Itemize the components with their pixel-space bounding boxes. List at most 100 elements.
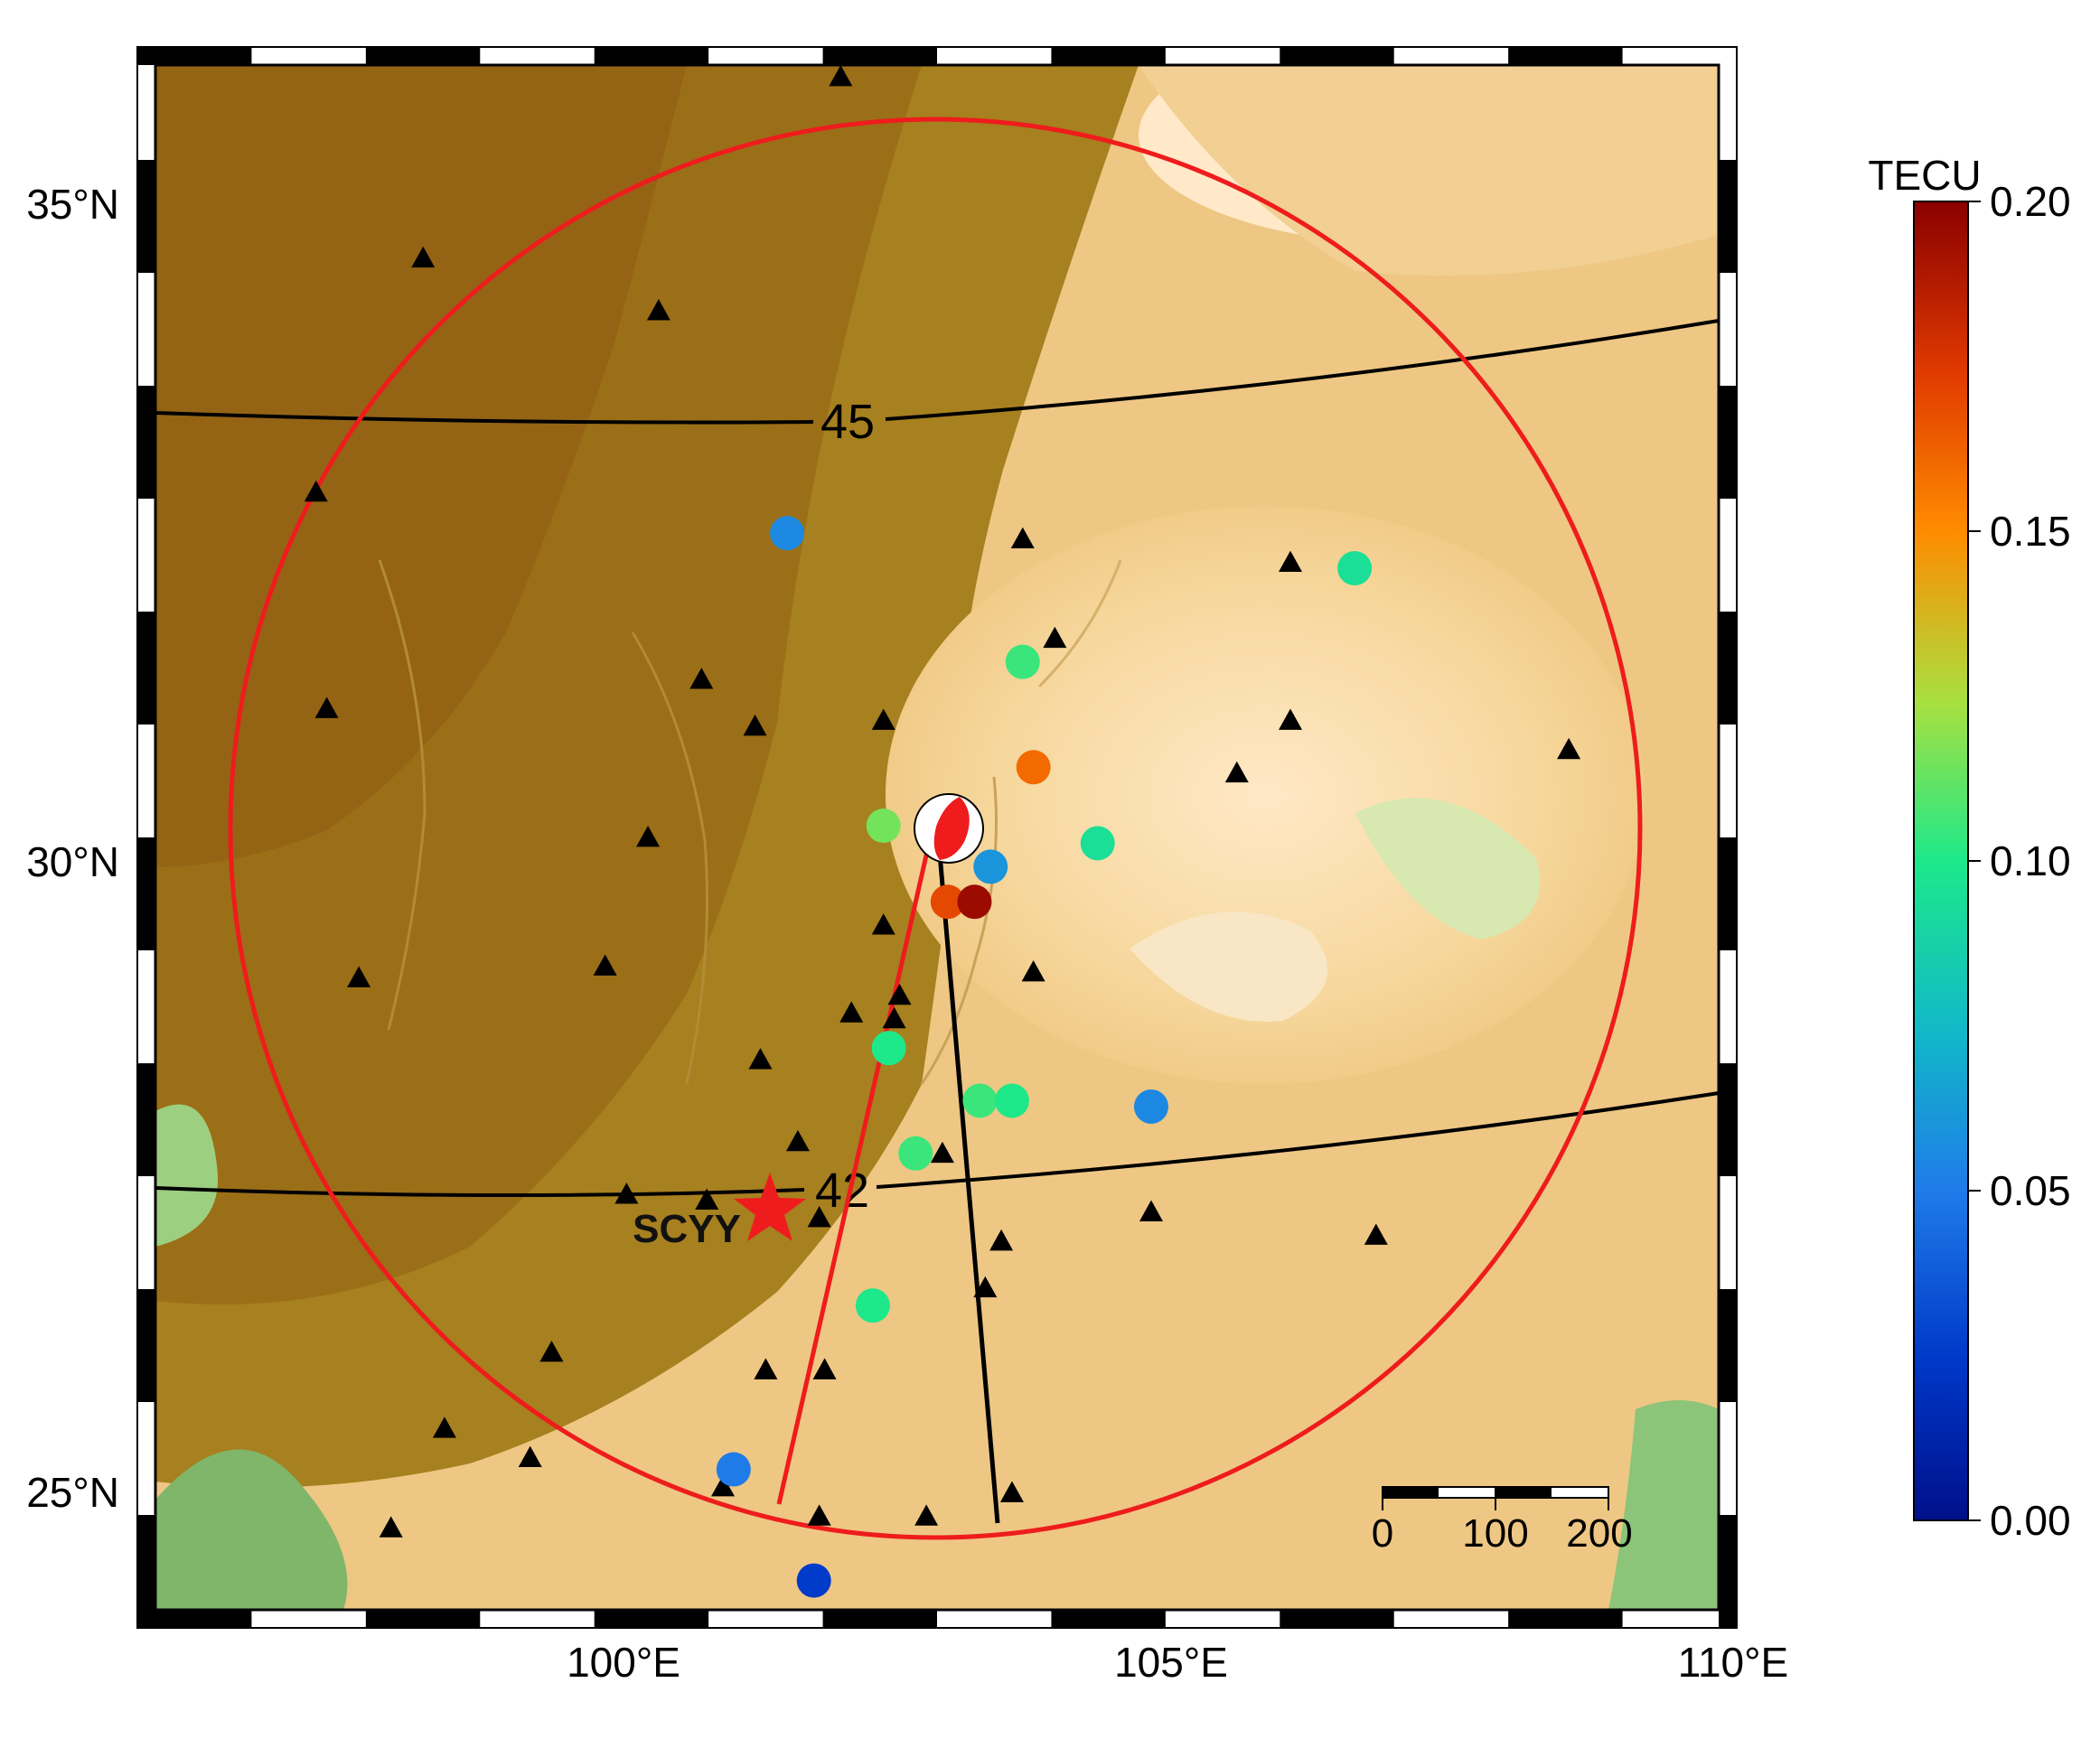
frame-tick-bottom — [1051, 1610, 1166, 1628]
lon-label-110: 110°E — [1678, 1639, 1788, 1686]
tec-point — [898, 1136, 933, 1171]
colorbar-tick-label: 0.10 — [1990, 837, 2071, 884]
frame-tick-right — [1719, 160, 1737, 273]
scale-label-100: 100 — [1462, 1511, 1528, 1556]
frame-ticks — [137, 47, 1737, 1628]
gnss-station-triangle — [754, 1358, 778, 1379]
tec-point — [855, 1288, 890, 1323]
frame-tick-left — [137, 1289, 155, 1402]
lon-label-105: 105°E — [1114, 1639, 1228, 1686]
gnss-station-triangle — [914, 1504, 939, 1526]
gnss-station-triangle — [1279, 550, 1303, 572]
gnss-station-triangle — [411, 246, 436, 268]
frame-tick-top — [594, 47, 709, 65]
gnss-station-triangle — [973, 1276, 998, 1298]
frame-tick-right — [1719, 1063, 1737, 1176]
contour-45-line-right — [885, 319, 1720, 421]
gnss-station-triangle — [999, 1481, 1024, 1502]
colorbar-tick-label: 0.00 — [1990, 1497, 2071, 1544]
gnss-station-triangle — [646, 299, 670, 321]
gnss-station-triangle — [379, 1516, 403, 1538]
scale-label-200: 200 — [1566, 1511, 1632, 1556]
preparation-zone-circle — [228, 117, 1643, 1540]
lon-label-100: 100°E — [567, 1639, 680, 1686]
scale-label-0: 0 — [1372, 1511, 1393, 1556]
frame-tick-left — [137, 1515, 155, 1628]
gnss-station-triangle — [539, 1341, 564, 1362]
frame-tick-right — [1719, 612, 1737, 725]
gnss-station-triangle — [636, 826, 661, 847]
gnss-station-triangle — [785, 1129, 810, 1152]
tec-point — [866, 809, 901, 844]
lat-label-25: 25°N — [26, 1469, 119, 1516]
frame-tick-left — [137, 160, 155, 273]
colorbar-tick-label: 0.15 — [1990, 508, 2071, 555]
tec-point — [796, 1563, 831, 1598]
frame-tick-bottom — [1508, 1610, 1623, 1628]
focal-mechanism-beachball — [914, 793, 984, 864]
frame-tick-top — [1280, 47, 1394, 65]
contour-42-line-left — [155, 1186, 805, 1198]
gnss-station-triangle — [1364, 1223, 1388, 1245]
magnetic-contours: 45 42 — [155, 319, 1720, 1218]
gnss-station-triangle — [989, 1229, 1014, 1251]
tec-point — [1337, 551, 1373, 586]
colorbar-ticks: 0.20 0.15 0.10 0.05 0.00 — [1968, 178, 2071, 1544]
tec-point — [1005, 644, 1040, 679]
tec-point — [957, 884, 992, 920]
gnss-station-triangle — [829, 64, 853, 87]
gnss-station-triangle — [812, 1358, 837, 1379]
gnss-station-triangle — [743, 714, 767, 736]
tec-point — [871, 1031, 906, 1066]
frame-tick-bottom — [822, 1610, 937, 1628]
gnss-station-triangle — [871, 708, 895, 730]
colorbar-title: TECU — [1868, 152, 1981, 199]
gnss-station-triangle — [304, 480, 328, 502]
colorbar: TECU 0.20 0.15 0.10 0.05 0.00 — [1868, 152, 2070, 1544]
gnss-station-triangle — [518, 1445, 542, 1467]
gnss-station-triangle — [695, 1188, 719, 1210]
frame-tick-right — [1719, 1289, 1737, 1402]
frame-tick-left — [137, 386, 155, 499]
tec-point — [930, 884, 965, 920]
frame-tick-top — [137, 47, 252, 65]
terrain-background — [155, 65, 1719, 1610]
gnss-station-triangle — [314, 697, 339, 718]
latitude-labels: 35°N 30°N 25°N — [26, 181, 119, 1516]
tec-point — [973, 849, 1008, 884]
gnss-station-triangle — [887, 983, 912, 1005]
gnss-station-triangle — [689, 668, 714, 689]
colorbar-ramp — [1913, 201, 1969, 1521]
tec-points — [716, 516, 1373, 1598]
gnss-station-triangle — [1139, 1200, 1163, 1221]
tec-point — [962, 1083, 998, 1118]
gnss-station-triangle — [807, 1206, 831, 1228]
lat-label-30: 30°N — [26, 838, 119, 885]
gnss-station-triangle — [1557, 737, 1581, 760]
frame-tick-top — [365, 47, 481, 65]
contour-45-label: 45 — [820, 395, 875, 449]
frame-tick-right — [1719, 837, 1737, 950]
tec-point — [716, 1452, 751, 1487]
tec-point — [994, 1083, 1029, 1118]
tec-point — [1080, 826, 1115, 861]
gnss-station-triangle — [1021, 959, 1045, 982]
tec-point — [1133, 1089, 1168, 1124]
frame-tick-bottom — [594, 1610, 709, 1628]
gnss-station-triangle — [711, 1474, 736, 1497]
gnss-stations — [304, 64, 1581, 1538]
frame-tick-bottom — [137, 1610, 252, 1628]
contour-42-label: 42 — [815, 1164, 869, 1218]
gnss-station-triangle — [1010, 527, 1035, 549]
colorbar-tick-label: 0.05 — [1990, 1167, 2071, 1214]
fault-line-red — [776, 835, 933, 1505]
frame-tick-bottom — [365, 1610, 481, 1628]
gnss-station-triangle — [748, 1048, 773, 1070]
gnss-station-triangle — [593, 954, 617, 976]
gnss-station-triangle — [807, 1504, 831, 1526]
gnss-station-triangle — [882, 1006, 906, 1029]
scale-bar: 0 100 200 — [1372, 1486, 1633, 1556]
frame-tick-bottom — [1280, 1610, 1394, 1628]
tec-point — [1016, 750, 1051, 785]
